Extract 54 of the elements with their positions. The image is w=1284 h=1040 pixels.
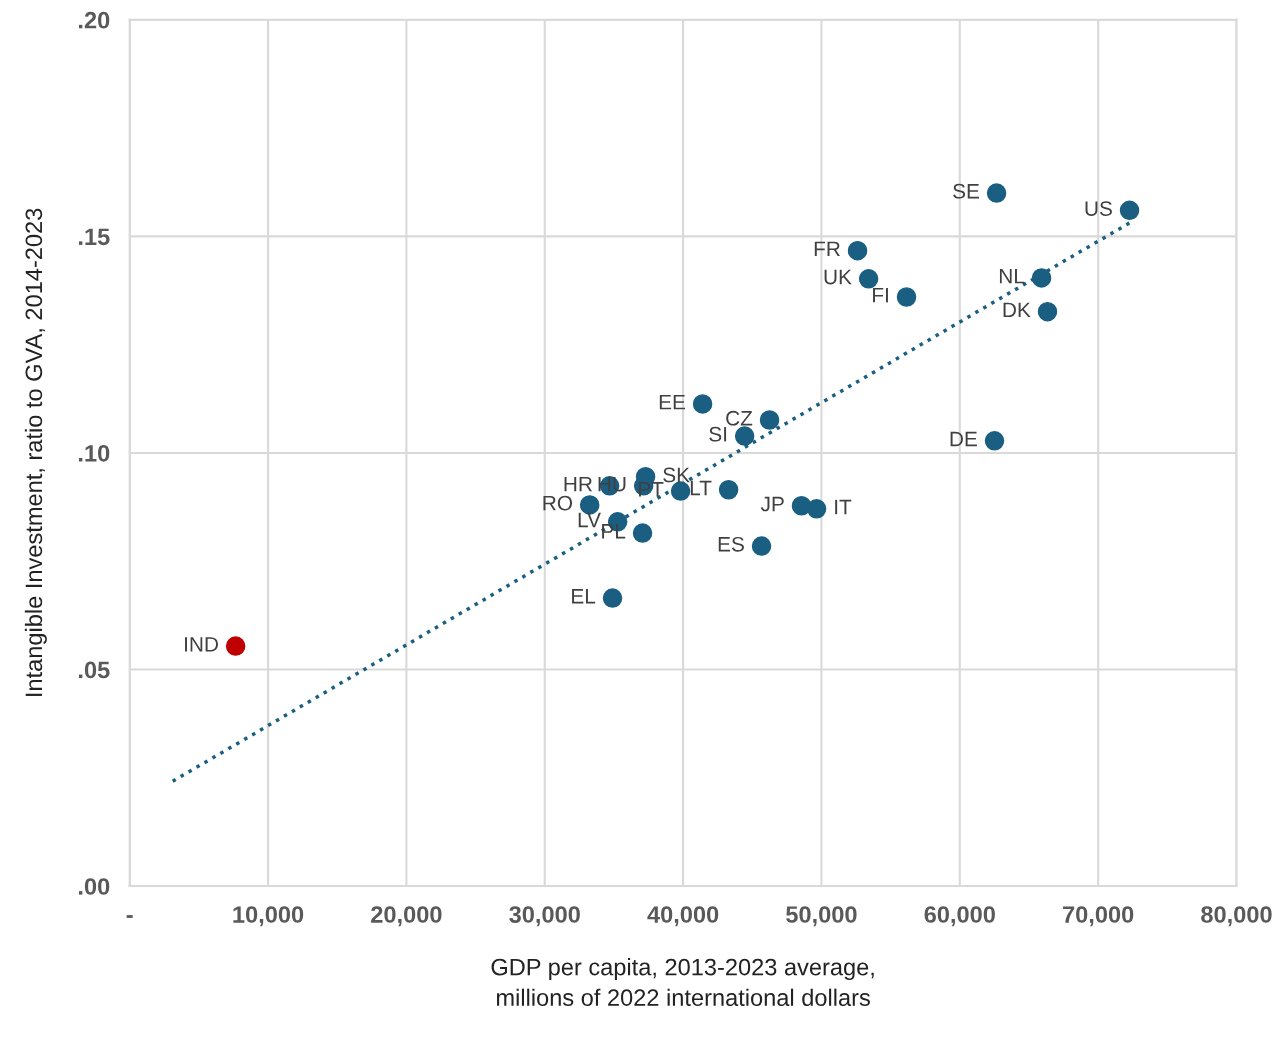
annotation: ES <box>718 536 744 552</box>
x-tick-label: 40,000 <box>647 906 719 927</box>
x-tick-label: 60,000 <box>924 906 995 927</box>
annotation: EE <box>659 395 686 410</box>
point <box>718 479 739 500</box>
point <box>858 269 879 289</box>
point <box>986 183 1007 203</box>
annotation: LV <box>578 512 601 528</box>
annotation: IND <box>185 637 218 652</box>
y-tick-label: .10 <box>79 444 110 462</box>
annotation: US <box>1085 201 1112 216</box>
y-tick-label: .15 <box>79 228 110 246</box>
annotation: JP <box>760 496 784 512</box>
annotation: EL <box>572 589 596 604</box>
x-axis-title: GDP per capita, 2013-2023 average, millions of 2022 international dollars <box>491 958 874 1006</box>
point <box>602 588 623 608</box>
point <box>759 410 780 430</box>
annotation: IT <box>835 499 852 515</box>
point <box>692 394 713 414</box>
annotation: NL <box>999 268 1025 284</box>
point <box>896 287 917 307</box>
point <box>1037 301 1058 322</box>
x-tick-label: 50,000 <box>786 906 857 927</box>
y-tick-label: .05 <box>79 661 110 679</box>
annotation: FI <box>873 288 888 303</box>
x-tick-label: 10,000 <box>233 906 304 927</box>
point <box>734 426 755 446</box>
x-tick-label: 20,000 <box>371 906 442 927</box>
x-tick-label: 80,000 <box>1201 906 1272 927</box>
y-tick-label: .00 <box>79 878 110 895</box>
x-tick-label: - <box>126 915 133 918</box>
annotation: HR <box>564 476 592 492</box>
y-axis-title: Intangible Investment, ratio to GVA, 2014-2023 <box>24 208 47 696</box>
point <box>847 240 868 261</box>
point <box>984 431 1005 451</box>
point <box>806 499 827 519</box>
annotation: CZ <box>726 410 753 426</box>
point <box>1031 268 1052 288</box>
annotation: DE <box>950 431 977 447</box>
annotation: SE <box>953 183 980 199</box>
annotation: DK <box>1003 302 1031 318</box>
point <box>1119 200 1140 221</box>
point <box>751 536 772 556</box>
y-tick-label: .20 <box>79 11 110 29</box>
x-tick-label: 30,000 <box>509 906 580 927</box>
annotation: SK <box>663 467 690 483</box>
annotation: UK <box>824 269 852 285</box>
x-tick-label: 70,000 <box>1063 906 1134 927</box>
annotation: RO <box>543 495 573 511</box>
annotation: LT <box>690 480 712 496</box>
annotation: FR <box>814 241 840 257</box>
annotation: SI <box>709 426 727 442</box>
point <box>225 636 246 656</box>
point <box>632 523 653 543</box>
